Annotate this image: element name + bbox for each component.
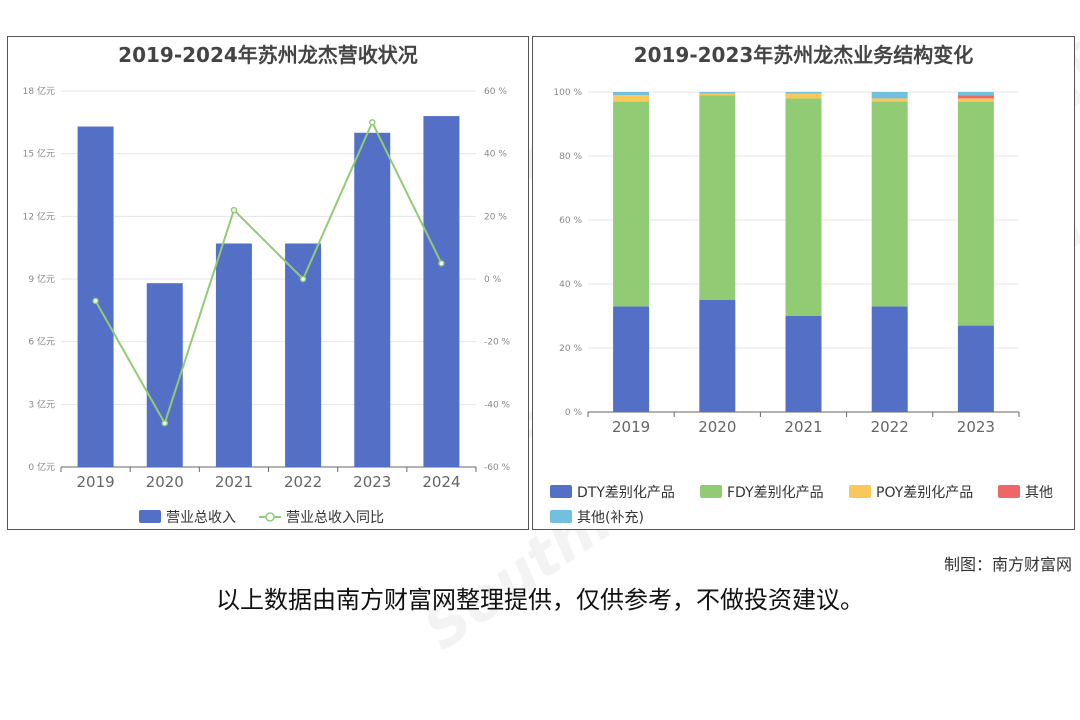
revenue-chart-panel: 2019-2024年苏州龙杰营收状况 0 亿元 3 亿元 6 亿元 9 亿元 12 亿元…	[7, 36, 529, 530]
bar-segment	[957, 325, 994, 412]
chart-credit: 制图：南方财富网	[943, 555, 1072, 574]
legend-swatch-marker	[265, 512, 275, 522]
legend-label: 营业总收入同比	[286, 510, 384, 526]
y-tick-label: 100 %	[553, 88, 582, 98]
chart-title: 2019-2024年苏州龙杰营收状况	[118, 43, 418, 67]
point-yoy-growth	[369, 119, 376, 126]
y-tick-label: 40 %	[559, 280, 582, 290]
x-tick-label: 2019	[76, 473, 114, 491]
legend-swatch	[550, 510, 572, 523]
bar-revenue	[146, 283, 183, 467]
y2-tick-label: 40 %	[484, 150, 507, 160]
bar-segment	[785, 316, 822, 412]
bar-revenue	[423, 116, 460, 468]
legend-label: 其他	[1025, 485, 1053, 501]
bar-segment	[957, 98, 994, 102]
bar-segment	[957, 101, 994, 326]
point-yoy-growth	[230, 206, 238, 214]
y-tick-label: 0 亿元	[28, 461, 55, 473]
bar-segment	[871, 98, 908, 102]
bar-revenue	[77, 126, 114, 467]
y-tick-label: 80 %	[559, 152, 582, 162]
bar-segment	[785, 93, 822, 99]
y-tick-label: 20 %	[559, 344, 582, 354]
revenue-chart: 0 亿元 3 亿元 6 亿元 9 亿元 12 亿元 15 亿元 18 亿元 -60 % -40 …	[23, 85, 511, 526]
bar-segment	[699, 92, 736, 94]
y-tick-label: 9 亿元	[28, 273, 55, 285]
y-tick-label: 6 亿元	[28, 336, 55, 348]
bar-segment	[613, 306, 650, 412]
disclaimer-text: 以上数据由南方财富网整理提供，仅供参考，不做投资建议。	[216, 586, 864, 614]
structure-chart-panel: 2019-2023年苏州龙杰业务结构变化 0 % 20 % 40 % 60 % 80 %…	[532, 36, 1075, 530]
x-tick-label: 2024	[422, 473, 460, 491]
bar-segment	[957, 95, 994, 99]
y-tick-label: 0 %	[565, 408, 583, 418]
bar-revenue	[215, 243, 252, 467]
y-tick-label: 15 亿元	[23, 148, 55, 160]
bar-segment	[871, 92, 908, 99]
bar-segment	[871, 101, 908, 307]
y2-tick-label: -40 %	[484, 400, 511, 410]
point-yoy-growth	[438, 260, 445, 267]
bar-segment	[613, 92, 650, 96]
legend-swatch	[998, 485, 1020, 498]
legend-label: 营业总收入	[166, 510, 236, 526]
legend-label: POY差别化产品	[876, 485, 973, 501]
legend-label: DTY差别化产品	[577, 485, 675, 501]
y2-tick-label: 20 %	[484, 212, 507, 222]
x-tick-label: 2021	[215, 473, 253, 491]
y2-tick-label: 0 %	[484, 275, 502, 285]
y-tick-label: 3 亿元	[28, 398, 55, 410]
y-tick-label: 12 亿元	[23, 210, 55, 222]
x-tick-label: 2023	[353, 473, 391, 491]
y2-tick-label: -60 %	[484, 463, 511, 473]
bar-segment	[957, 92, 994, 96]
legend-label: 其他(补充)	[577, 510, 644, 526]
line-yoy-growth	[94, 119, 443, 426]
point-yoy-growth	[161, 419, 168, 427]
x-tick-label: 2021	[784, 418, 822, 436]
point-yoy-growth	[92, 297, 99, 305]
bar-segment	[613, 95, 650, 102]
x-tick-label: 2020	[146, 473, 184, 491]
y2-tick-label: -20 %	[484, 338, 511, 348]
x-tick-label: 2020	[698, 418, 736, 436]
legend-label: FDY差别化产品	[727, 485, 824, 501]
bar-segment	[871, 306, 908, 412]
y-tick-label: 18 亿元	[23, 85, 55, 97]
y-tick-label: 60 %	[559, 216, 582, 226]
structure-chart: 0 % 20 % 40 % 60 % 80 % 100 % 2019 2020 2021 2022…	[550, 88, 1053, 526]
bar-segment	[699, 300, 736, 412]
x-tick-label: 2019	[612, 418, 650, 436]
legend-swatch	[139, 510, 161, 523]
x-tick-label: 2022	[284, 473, 322, 491]
bar-segment	[699, 95, 736, 300]
x-tick-label: 2023	[957, 418, 995, 436]
bar-segment	[699, 93, 736, 96]
y2-tick-label: 60 %	[484, 87, 507, 97]
point-yoy-growth	[299, 275, 307, 283]
legend-swatch	[849, 485, 871, 498]
legend-swatch	[700, 485, 722, 498]
legend-swatch	[550, 485, 572, 498]
bar-segment	[785, 98, 822, 317]
bar-segment	[785, 92, 822, 94]
bar-segment	[613, 101, 650, 307]
chart-title: 2019-2023年苏州龙杰业务结构变化	[633, 43, 974, 67]
bar-revenue	[354, 132, 391, 467]
x-tick-label: 2022	[871, 418, 909, 436]
